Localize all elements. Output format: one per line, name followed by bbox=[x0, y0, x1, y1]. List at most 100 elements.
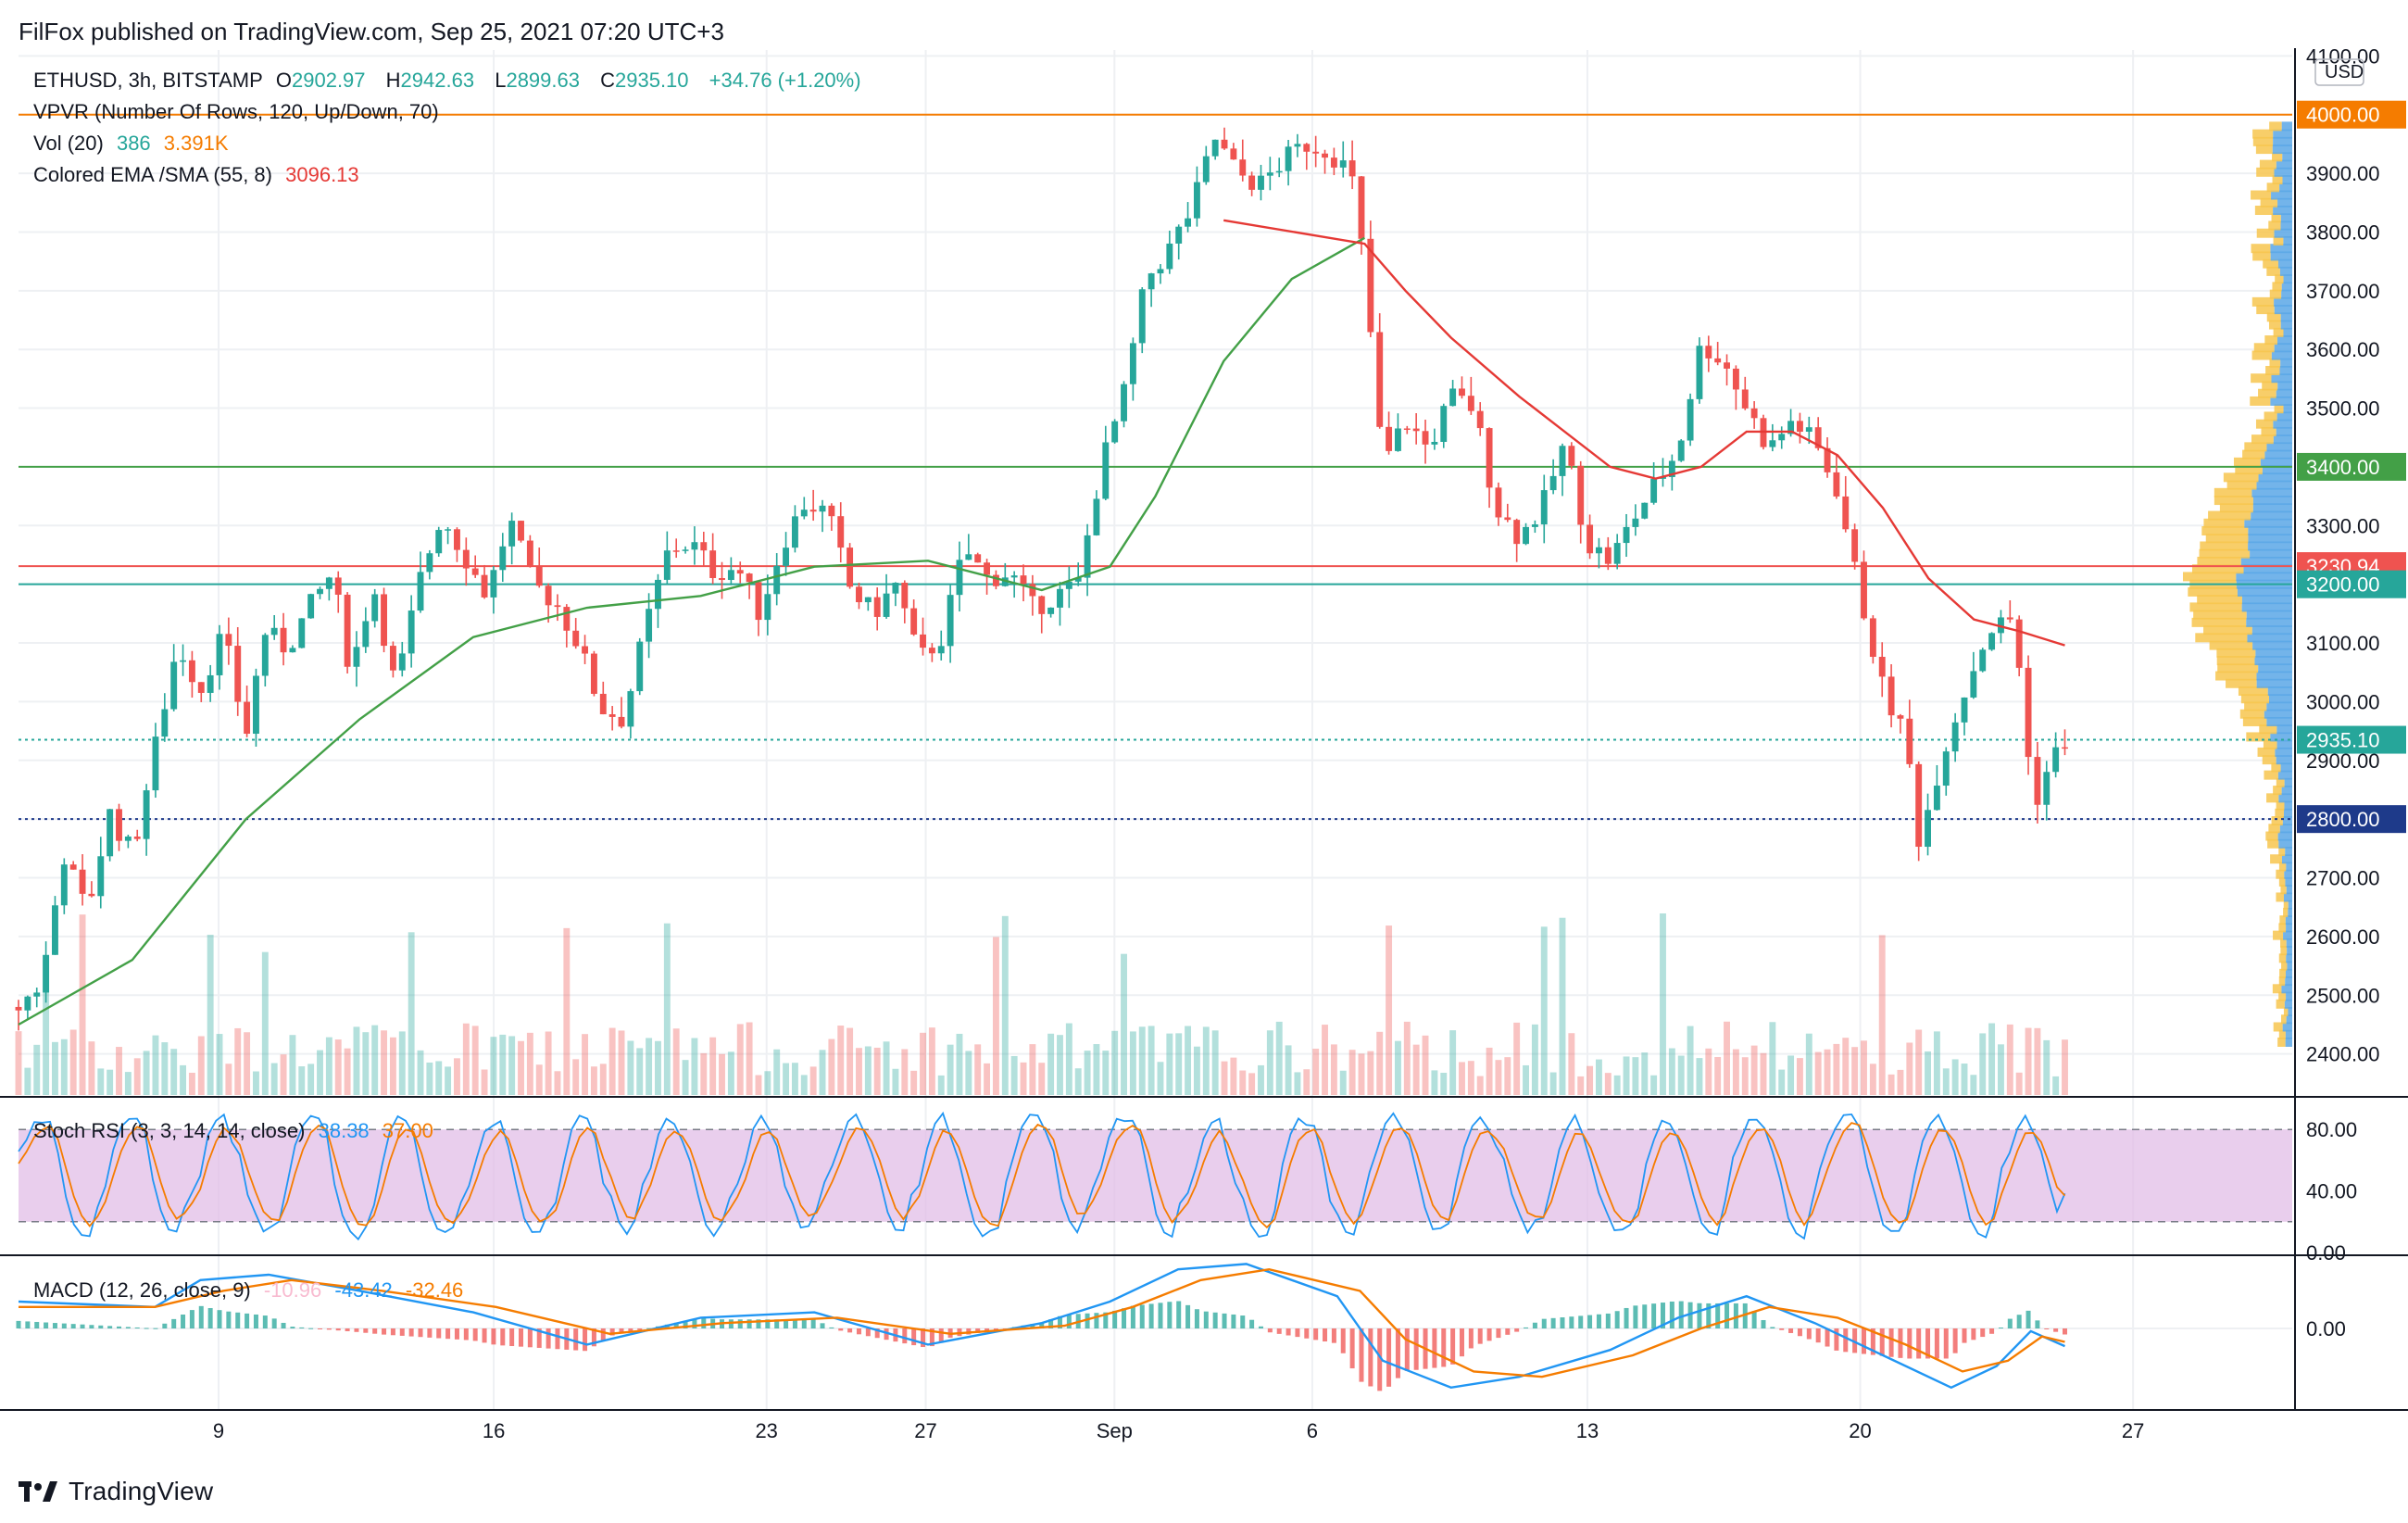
vpvr-up-row bbox=[2248, 541, 2292, 551]
volume-bar bbox=[1613, 1075, 1621, 1095]
macd-hist-bar bbox=[820, 1323, 825, 1328]
vpvr-down-row bbox=[2276, 892, 2284, 902]
volume-bar bbox=[1906, 1042, 1913, 1095]
macd-hist-bar bbox=[673, 1322, 679, 1328]
candle-body bbox=[783, 548, 790, 566]
vpvr-down-row bbox=[2274, 404, 2284, 414]
vpvr-up-row bbox=[2279, 183, 2292, 193]
candle-body bbox=[1660, 476, 1666, 479]
volume-bar bbox=[1339, 1070, 1347, 1095]
volume-bar bbox=[1065, 1023, 1072, 1095]
volume-bar bbox=[783, 1063, 790, 1095]
vpvr-down-row bbox=[2216, 648, 2256, 658]
macd-hist-bar bbox=[1313, 1328, 1319, 1340]
vpvr-up-row bbox=[2271, 190, 2292, 200]
macd-hist-bar bbox=[756, 1319, 761, 1328]
macd-hist-bar bbox=[683, 1320, 688, 1328]
price-tick: 3500.00 bbox=[2306, 397, 2380, 421]
vpvr-up-row bbox=[2280, 213, 2292, 223]
vpvr-up-row bbox=[2279, 266, 2292, 276]
candle-body bbox=[1549, 475, 1557, 491]
macd-hist-bar bbox=[1888, 1328, 1894, 1357]
price-tick: 3800.00 bbox=[2306, 220, 2380, 244]
horizontal-levels bbox=[19, 113, 2292, 821]
stoch-tick: 40.00 bbox=[2306, 1180, 2357, 1203]
macd-hist-bar bbox=[628, 1328, 633, 1332]
tradingview-logo[interactable]: TradingView bbox=[19, 1475, 213, 1508]
macd-hist-bar bbox=[207, 1308, 213, 1328]
macd-hist-bar bbox=[1103, 1312, 1109, 1328]
macd-hist-bar bbox=[262, 1315, 268, 1328]
vpvr-down-row bbox=[2278, 862, 2287, 872]
volume-bar bbox=[1239, 1070, 1247, 1095]
candle-body bbox=[2034, 757, 2041, 805]
vpvr-down-row bbox=[2258, 388, 2276, 398]
vpvr-down-row bbox=[2197, 556, 2241, 566]
macd-hist-bar bbox=[1943, 1328, 1949, 1359]
volume-bar bbox=[1266, 1030, 1273, 1095]
volume-bar bbox=[937, 1075, 945, 1095]
candle-body bbox=[1221, 139, 1228, 149]
macd-hist-bar bbox=[1286, 1328, 1291, 1336]
level-label: 3400.00 bbox=[2306, 456, 2380, 479]
vpvr-down-row bbox=[2256, 228, 2275, 238]
vpvr-up-row bbox=[2279, 366, 2292, 376]
macd-hist-bar bbox=[609, 1328, 615, 1336]
vpvr-down-row bbox=[2269, 289, 2282, 299]
volume-bar bbox=[161, 1042, 169, 1095]
macd-hist-bar bbox=[801, 1319, 807, 1328]
vpvr-up-row bbox=[2285, 968, 2292, 978]
macd-hist-bar bbox=[911, 1328, 917, 1346]
vpvr-down-row bbox=[2275, 274, 2284, 284]
candle-body bbox=[1714, 358, 1722, 363]
macd-hist-bar bbox=[1770, 1327, 1775, 1328]
vpvr-down-row bbox=[2264, 770, 2278, 780]
volume-bar bbox=[1093, 1044, 1100, 1095]
volume-bar bbox=[800, 1075, 808, 1095]
vpvr-up-row bbox=[2277, 381, 2292, 391]
volume-bar bbox=[1358, 1053, 1365, 1095]
candle-body bbox=[1057, 588, 1063, 608]
macd-hist-bar bbox=[1276, 1328, 1282, 1334]
candle-body bbox=[910, 608, 918, 635]
candle-body bbox=[947, 595, 954, 647]
macd-line bbox=[18, 1263, 2065, 1390]
volume-bar bbox=[1979, 1033, 1987, 1095]
macd-hist-bar bbox=[1779, 1328, 1785, 1330]
candle-body bbox=[1148, 273, 1155, 290]
macd-hist-bar bbox=[52, 1323, 57, 1328]
volume-bar bbox=[307, 1064, 315, 1095]
volume-bar bbox=[2043, 1039, 2051, 1095]
macd-hist-bar bbox=[1660, 1303, 1665, 1328]
vpvr-up-row bbox=[2280, 358, 2292, 368]
macd-hist-bar bbox=[600, 1328, 606, 1340]
vpvr-up-row bbox=[2283, 327, 2292, 337]
volume-bar bbox=[180, 1064, 187, 1095]
macd-hist-bar bbox=[1916, 1328, 1922, 1359]
vpvr-up-row bbox=[2252, 496, 2292, 506]
macd-hist-bar bbox=[181, 1314, 186, 1328]
candle-body bbox=[1294, 144, 1301, 147]
volume-bar bbox=[1741, 1057, 1749, 1095]
chart-area[interactable]: 2400.002500.002600.002700.002800.002900.… bbox=[0, 48, 2408, 1466]
volume-bar bbox=[892, 1068, 899, 1095]
vpvr-down-row bbox=[2209, 640, 2253, 650]
volume-bar bbox=[1714, 1056, 1722, 1095]
macd-hist-bar bbox=[1395, 1328, 1400, 1378]
macd-hist-bar bbox=[1459, 1328, 1464, 1357]
macd-hist-bar bbox=[993, 1328, 998, 1330]
macd-hist-bar bbox=[44, 1322, 49, 1328]
macd-hist-bar bbox=[2053, 1328, 2059, 1332]
volume-bar bbox=[545, 1031, 552, 1095]
macd-hist-bar bbox=[847, 1328, 853, 1333]
volume-bar bbox=[389, 1037, 396, 1095]
candle-body bbox=[1386, 426, 1393, 451]
macd-hist-bar bbox=[226, 1311, 232, 1328]
candle-body bbox=[837, 516, 845, 548]
candle-body bbox=[1979, 649, 1987, 672]
volume-bar bbox=[234, 1027, 242, 1095]
candle-body bbox=[143, 790, 150, 839]
candle-body bbox=[755, 582, 762, 621]
volume-bar bbox=[216, 1034, 223, 1095]
volume-bar bbox=[1057, 1035, 1063, 1095]
